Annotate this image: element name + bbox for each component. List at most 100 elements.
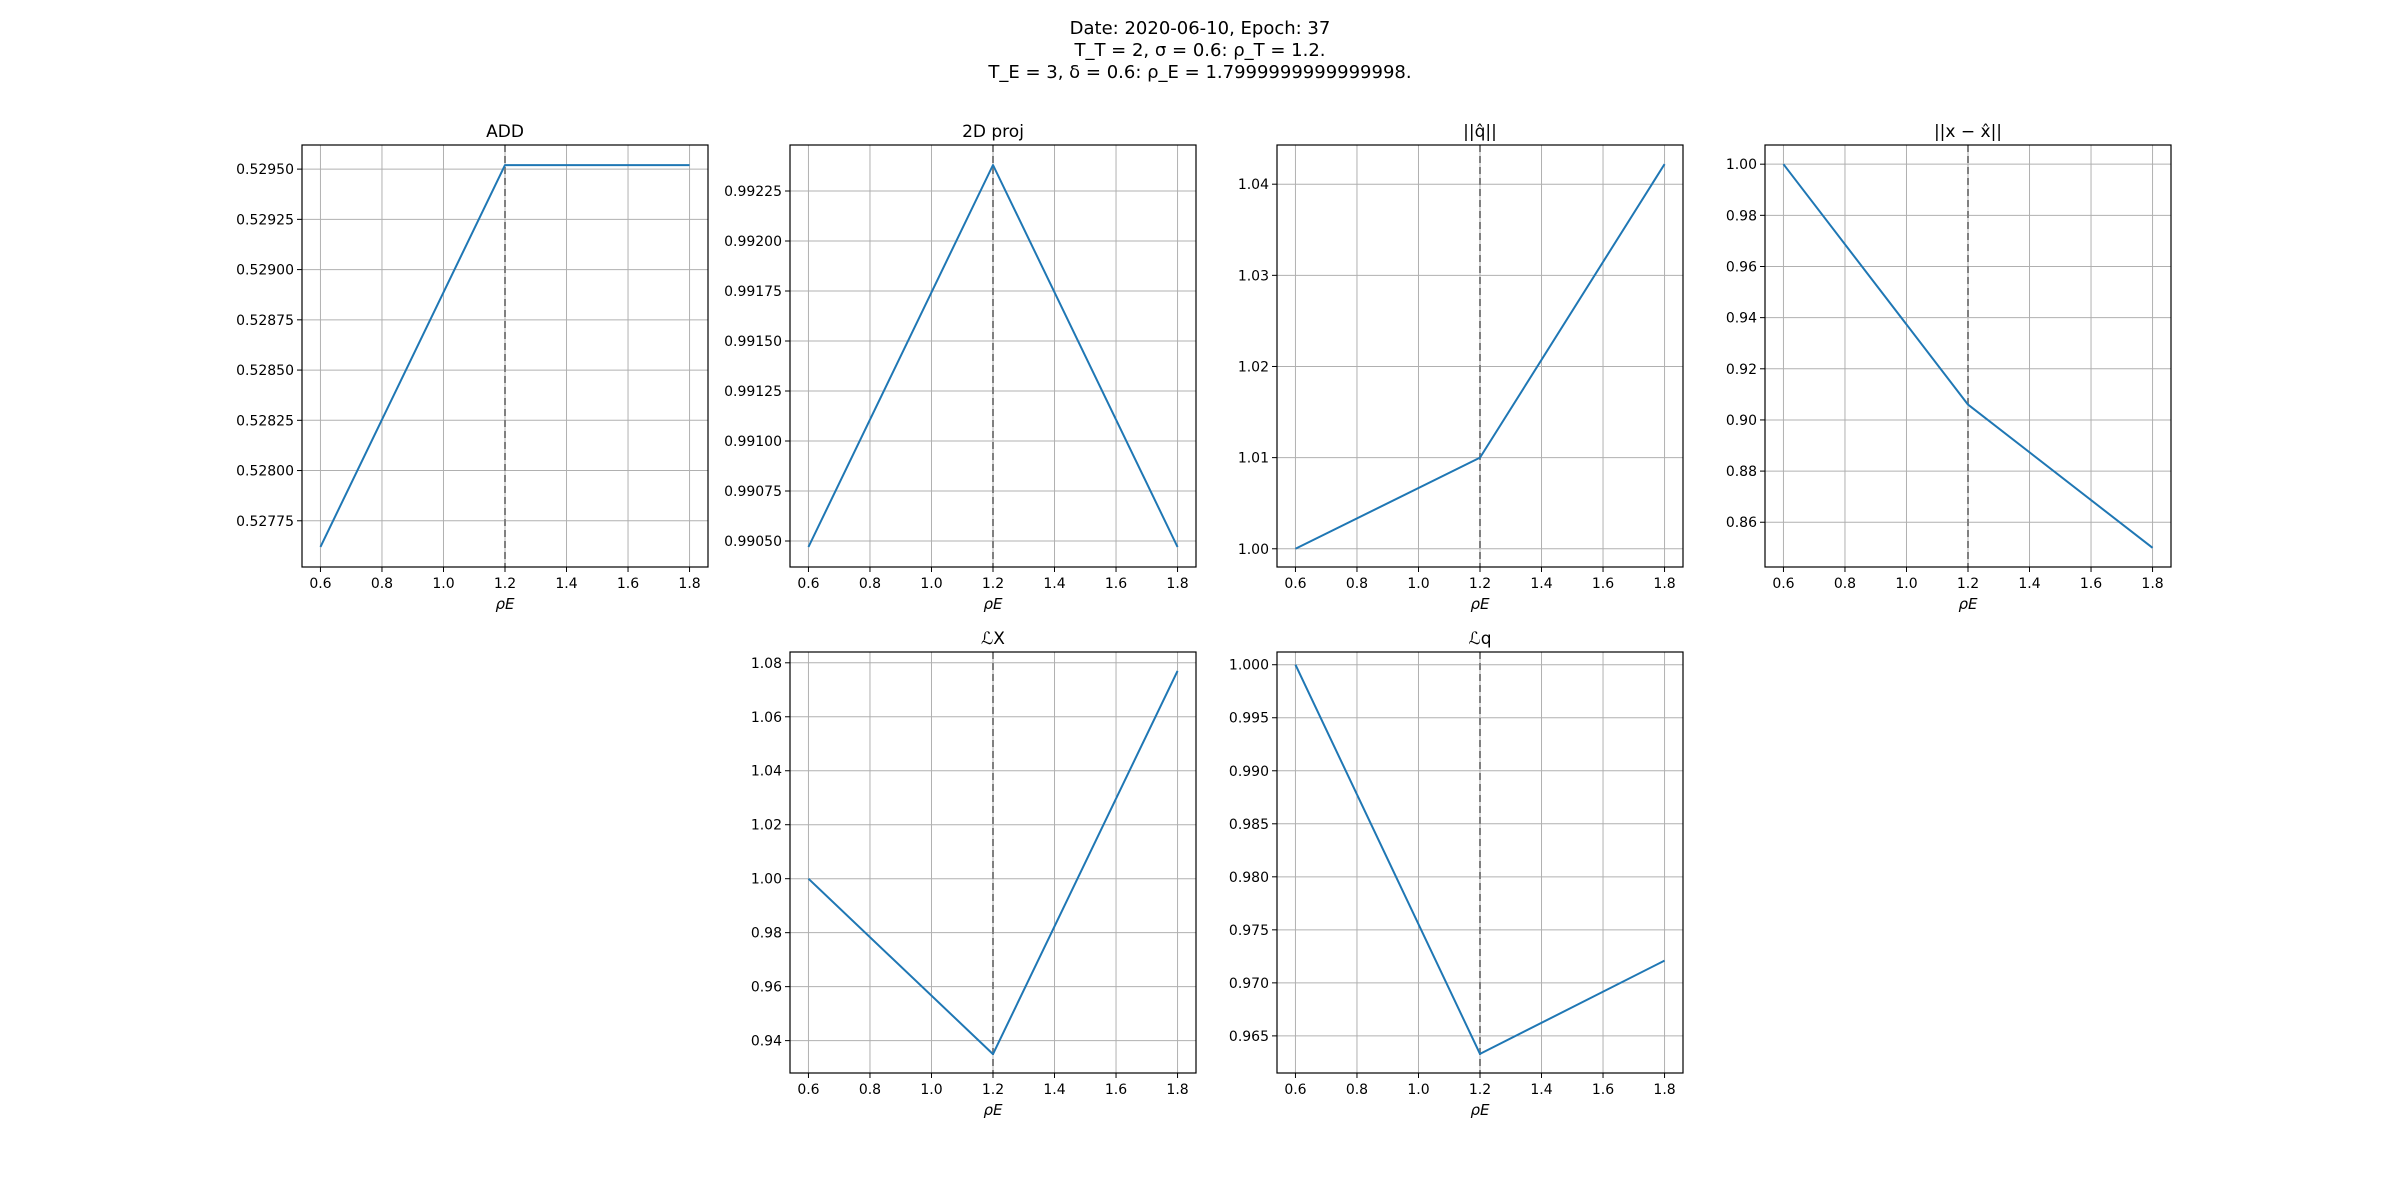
y-tick-label: 1.02 [1238, 359, 1269, 375]
y-tick-label: 1.00 [751, 872, 782, 888]
subplot-title: 2D proj [962, 122, 1024, 142]
y-tick-label: 0.94 [751, 1034, 782, 1050]
y-tick-label: 0.99050 [724, 534, 782, 550]
x-tick-label: 1.4 [1530, 1082, 1552, 1098]
x-tick-label: 1.8 [678, 576, 700, 592]
x-tick-label: 1.8 [1166, 1082, 1188, 1098]
x-tick-label: 0.6 [797, 576, 819, 592]
x-tick-label: 1.4 [1530, 576, 1552, 592]
y-tick-label: 0.99100 [724, 434, 782, 450]
x-tick-label: 0.6 [1772, 576, 1794, 592]
x-tick-label: 0.8 [1834, 576, 1856, 592]
x-tick-label: 0.8 [859, 576, 881, 592]
y-tick-label: 0.99075 [724, 484, 782, 500]
subplot-title: ADD [486, 122, 524, 142]
x-tick-label: 1.4 [2018, 576, 2040, 592]
y-tick-label: 0.98 [751, 926, 782, 942]
x-tick-label: 1.0 [920, 1082, 942, 1098]
subplot-title: ℒX [981, 629, 1005, 649]
subplot-title: ||q̂|| [1463, 122, 1497, 142]
y-tick-label: 0.99175 [724, 284, 782, 300]
subplot-6: 0.6 0.8 1.0 1.2 1.4 1.6 1.8 0.965 0.970 0.975 0.98… [1229, 629, 1684, 1119]
y-tick-label: 0.52825 [236, 413, 294, 429]
y-tick-label: 1.04 [1238, 177, 1269, 193]
y-tick-label: 0.98 [1726, 208, 1757, 224]
subplot-4: 0.6 0.8 1.0 1.2 1.4 1.6 1.8 0.86 0.88 0.90 0.92 0.9… [1726, 122, 2172, 613]
x-tick-label: 0.6 [797, 1082, 819, 1098]
x-axis-label: ρE [984, 1101, 1004, 1119]
subplot-title: ||x − x̂|| [1934, 122, 2002, 142]
x-tick-label: 1.2 [1957, 576, 1979, 592]
x-tick-label: 1.2 [982, 1082, 1004, 1098]
x-tick-label: 1.6 [1592, 1082, 1614, 1098]
x-tick-label: 1.2 [982, 576, 1004, 592]
x-axis-label: ρE [1471, 1101, 1491, 1119]
y-tick-label: 0.52925 [236, 212, 294, 228]
x-tick-label: 1.6 [1105, 1082, 1127, 1098]
y-tick-label: 1.02 [751, 818, 782, 834]
y-tick-label: 0.52775 [236, 514, 294, 530]
y-tick-label: 0.92 [1726, 362, 1757, 378]
x-tick-label: 0.8 [371, 576, 393, 592]
y-tick-label: 0.965 [1229, 1029, 1269, 1045]
figure-title-line-1: Date: 2020-06-10, Epoch: 37 [1069, 18, 1331, 39]
y-tick-label: 0.90 [1726, 413, 1757, 429]
x-tick-label: 1.6 [1592, 576, 1614, 592]
x-tick-label: 1.0 [1895, 576, 1917, 592]
x-tick-label: 1.6 [617, 576, 639, 592]
x-tick-label: 0.8 [1346, 576, 1368, 592]
y-tick-label: 0.86 [1726, 515, 1757, 531]
y-tick-label: 1.000 [1229, 658, 1269, 674]
y-tick-label: 0.52850 [236, 363, 294, 379]
figure-title-line-3: T_E = 3, δ = 0.6: ρ_E = 1.79999999999999… [988, 62, 1412, 83]
y-tick-label: 0.99225 [724, 184, 782, 200]
x-tick-label: 1.8 [1653, 576, 1675, 592]
subplot-title: ℒq [1468, 629, 1491, 649]
x-tick-label: 1.4 [555, 576, 577, 592]
x-tick-label: 1.0 [1407, 1082, 1429, 1098]
subplot-1: 0.6 0.8 1.0 1.2 1.4 1.6 1.8 0.52775 0.52800 0.528… [236, 122, 709, 613]
x-tick-label: 1.8 [1166, 576, 1188, 592]
x-tick-label: 1.0 [920, 576, 942, 592]
y-tick-label: 0.88 [1726, 464, 1757, 480]
x-tick-label: 1.8 [1653, 1082, 1675, 1098]
y-tick-label: 0.995 [1229, 711, 1269, 727]
y-tick-label: 1.08 [751, 656, 782, 672]
y-tick-label: 1.06 [751, 710, 782, 726]
subplot-2: 0.6 0.8 1.0 1.2 1.4 1.6 1.8 0.99050 0.99075 0.991… [724, 122, 1197, 613]
y-tick-label: 1.01 [1238, 451, 1269, 467]
y-tick-label: 0.52800 [236, 464, 294, 480]
x-tick-label: 1.8 [2141, 576, 2163, 592]
y-tick-label: 0.96 [1726, 259, 1757, 275]
x-tick-label: 0.8 [859, 1082, 881, 1098]
y-tick-label: 0.970 [1229, 976, 1269, 992]
figure-title-line-2: T_T = 2, σ = 0.6: ρ_T = 1.2. [1074, 40, 1326, 61]
y-tick-label: 0.99200 [724, 234, 782, 250]
y-tick-label: 0.975 [1229, 923, 1269, 939]
x-tick-label: 0.6 [1284, 1082, 1306, 1098]
x-tick-label: 1.0 [1407, 576, 1429, 592]
subplot-5: 0.6 0.8 1.0 1.2 1.4 1.6 1.8 0.94 0.96 0.98 1.00 1.0… [751, 629, 1197, 1119]
x-tick-label: 0.8 [1346, 1082, 1368, 1098]
y-tick-label: 0.52900 [236, 263, 294, 279]
x-tick-label: 1.2 [494, 576, 516, 592]
x-tick-label: 0.6 [1284, 576, 1306, 592]
figure-title: Date: 2020-06-10, Epoch: 37 T_T = 2, σ =… [0, 18, 2400, 84]
x-tick-label: 1.2 [1469, 576, 1491, 592]
x-axis-label: ρE [1471, 595, 1491, 613]
x-tick-label: 1.2 [1469, 1082, 1491, 1098]
x-tick-label: 1.4 [1043, 576, 1065, 592]
y-tick-label: 0.990 [1229, 764, 1269, 780]
y-tick-label: 1.00 [1238, 542, 1269, 558]
y-tick-label: 0.52950 [236, 162, 294, 178]
x-tick-label: 1.6 [2080, 576, 2102, 592]
y-tick-label: 0.980 [1229, 870, 1269, 886]
x-axis-label: ρE [984, 595, 1004, 613]
subplot-3: 0.6 0.8 1.0 1.2 1.4 1.6 1.8 1.00 1.01 1.02 1.03 1.0… [1238, 122, 1684, 613]
y-tick-label: 0.99125 [724, 384, 782, 400]
x-axis-label: ρE [496, 595, 516, 613]
x-tick-label: 0.6 [309, 576, 331, 592]
y-tick-label: 0.94 [1726, 311, 1757, 327]
x-tick-label: 1.4 [1043, 1082, 1065, 1098]
